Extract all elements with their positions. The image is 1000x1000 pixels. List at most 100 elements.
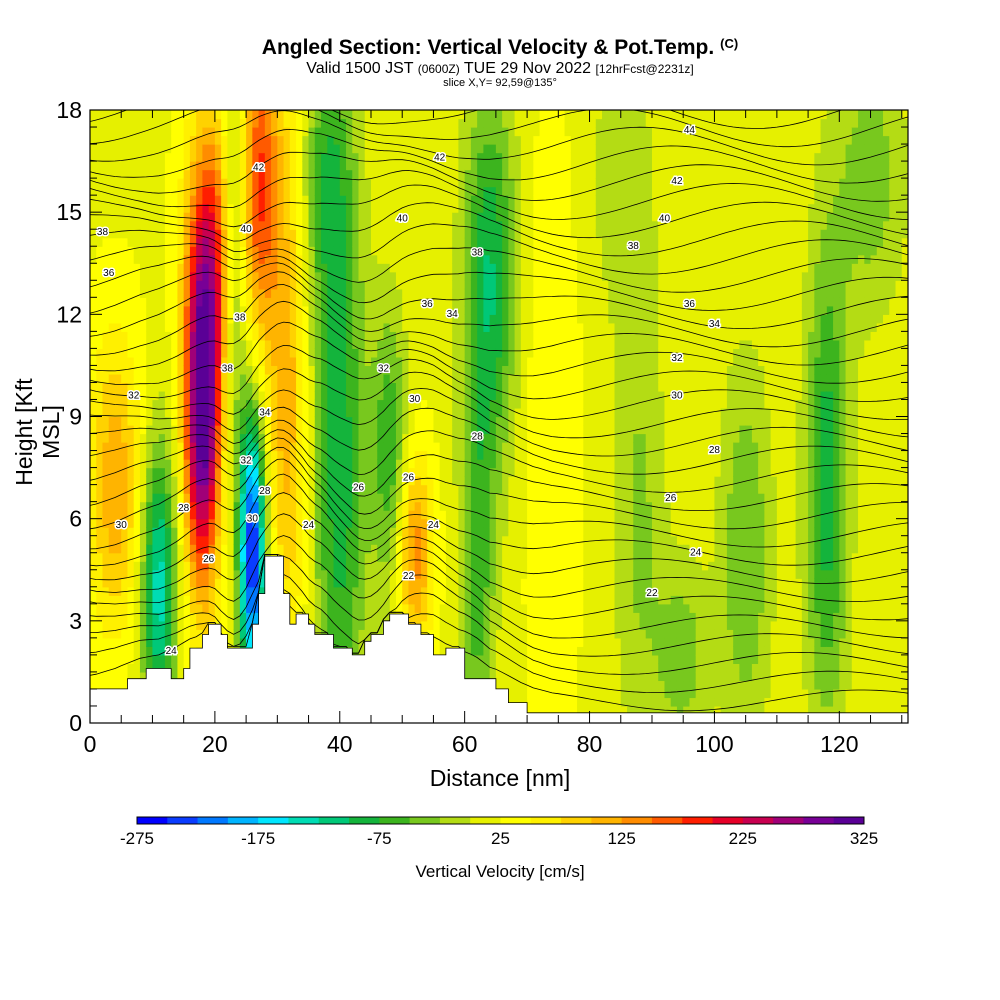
velocity-cell: [364, 229, 372, 239]
velocity-cell: [427, 527, 435, 537]
velocity-cell: [427, 152, 435, 162]
velocity-cell: [189, 186, 197, 196]
velocity-cell: [514, 654, 522, 664]
velocity-cell: [164, 144, 172, 154]
velocity-cell: [321, 152, 328, 162]
velocity-cell: [164, 484, 172, 494]
velocity-cell: [252, 314, 260, 324]
velocity-cell: [370, 229, 378, 239]
velocity-cell: [395, 195, 403, 205]
velocity-cell: [214, 373, 222, 384]
velocity-cell: [127, 331, 135, 341]
velocity-cell: [183, 178, 191, 188]
velocity-cell: [108, 280, 116, 290]
velocity-cell: [283, 322, 291, 332]
velocity-cell: [258, 271, 266, 281]
velocity-cell: [389, 254, 397, 264]
velocity-cell: [108, 671, 116, 682]
velocity-cell: [308, 416, 316, 426]
velocity-cell: [514, 535, 522, 545]
velocity-cell: [489, 348, 497, 358]
velocity-cell: [508, 263, 516, 273]
velocity-cell: [246, 484, 253, 494]
velocity-cell: [508, 544, 516, 554]
velocity-cell: [108, 629, 116, 639]
velocity-cell: [264, 178, 272, 188]
velocity-cell: [514, 484, 522, 494]
velocity-cell: [321, 629, 328, 639]
velocity-cell: [90, 433, 97, 443]
velocity-cell: [402, 331, 410, 341]
velocity-cell: [133, 144, 141, 154]
velocity-cell: [414, 280, 422, 290]
velocity-cell: [508, 510, 516, 520]
velocity-cell: [102, 161, 110, 171]
velocity-cell: [464, 288, 472, 298]
velocity-cell: [146, 373, 154, 384]
velocity-cell: [114, 407, 122, 418]
velocity-cell: [495, 544, 503, 554]
velocity-cell: [477, 527, 484, 537]
velocity-cell: [158, 476, 166, 486]
velocity-cell: [383, 612, 391, 622]
velocity-cell: [214, 552, 222, 562]
velocity-cell: [414, 612, 422, 622]
velocity-cell: [214, 229, 222, 239]
velocity-cell: [158, 305, 166, 315]
velocity-cell: [352, 442, 360, 452]
velocity-cell: [470, 365, 478, 375]
velocity-cell: [283, 331, 291, 341]
velocity-cell: [271, 442, 278, 452]
velocity-cell: [377, 322, 385, 332]
velocity-cell: [296, 442, 303, 452]
velocity-cell: [227, 110, 235, 120]
velocity-cell: [477, 442, 484, 452]
velocity-cell: [433, 135, 441, 145]
velocity-cell: [502, 161, 509, 171]
velocity-cell: [370, 178, 378, 188]
velocity-cell: [364, 127, 372, 137]
velocity-cell: [202, 552, 210, 562]
velocity-cell: [208, 510, 216, 520]
velocity-cell: [508, 476, 516, 486]
velocity-cell: [96, 595, 104, 605]
velocity-cell: [127, 407, 135, 418]
velocity-cell: [321, 603, 328, 613]
velocity-cell: [227, 186, 235, 196]
velocity-cell: [108, 152, 116, 162]
velocity-cell: [470, 237, 478, 247]
velocity-cell: [233, 237, 241, 247]
velocity-cell: [239, 578, 247, 588]
velocity-cell: [171, 476, 179, 486]
velocity-cell: [495, 280, 503, 290]
velocity-cell: [139, 603, 147, 613]
velocity-cell: [520, 612, 528, 622]
velocity-cell: [339, 535, 347, 545]
velocity-cell: [395, 382, 403, 392]
velocity-cell: [302, 595, 310, 605]
velocity-cell: [377, 169, 385, 179]
velocity-cell: [452, 356, 460, 367]
velocity-cell: [289, 152, 297, 162]
velocity-cell: [495, 484, 503, 494]
velocity-cell: [239, 535, 247, 545]
velocity-cell: [358, 271, 366, 281]
velocity-cell: [214, 365, 222, 375]
velocity-cell: [358, 110, 366, 120]
velocity-cell: [271, 425, 278, 435]
velocity-cell: [189, 518, 197, 528]
velocity-cell: [177, 569, 185, 579]
velocity-cell: [152, 425, 160, 435]
velocity-cell: [483, 390, 491, 401]
velocity-cell: [296, 561, 303, 571]
velocity-cell: [514, 527, 522, 537]
velocity-cell: [133, 118, 141, 128]
velocity-cell: [189, 603, 197, 613]
velocity-cell: [420, 365, 428, 375]
velocity-cell: [458, 152, 466, 162]
velocity-cell: [464, 552, 472, 562]
velocity-cell: [452, 501, 460, 511]
velocity-cell: [171, 365, 179, 375]
velocity-cell: [139, 578, 147, 588]
velocity-cell: [377, 110, 385, 120]
